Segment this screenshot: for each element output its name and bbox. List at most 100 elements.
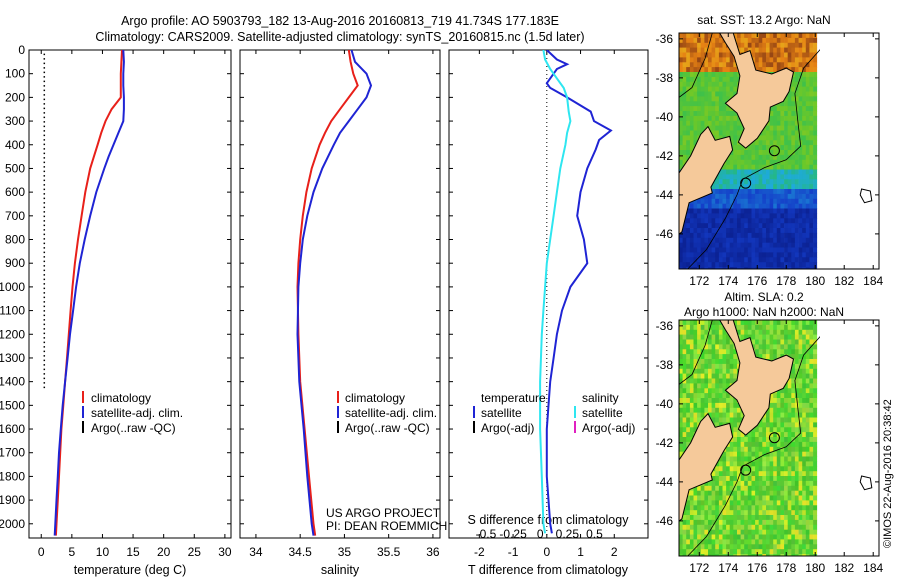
heatmap-cell (809, 179, 814, 185)
heatmap-cell (802, 354, 807, 360)
heatmap-cell (708, 86, 712, 92)
heatmap-cell (729, 378, 734, 384)
heatmap-cell (798, 324, 803, 331)
heatmap-cell (798, 115, 803, 122)
map-x-tick-label: 172 (689, 561, 709, 575)
heatmap-cell (751, 529, 756, 535)
heatmap-cell (718, 480, 723, 487)
heatmap-cell (787, 554, 792, 556)
heatmap-cell (722, 81, 727, 88)
heatmap-cell (787, 534, 792, 540)
heatmap-cell (794, 519, 799, 526)
heatmap-cell (689, 344, 694, 350)
heatmap-cell (708, 354, 712, 360)
heatmap-cell (776, 101, 781, 107)
heatmap-cell (794, 33, 799, 39)
heatmap-cell (729, 86, 734, 92)
heatmap-cell (733, 354, 738, 360)
heatmap-cell (737, 179, 741, 185)
heatmap-cell (729, 154, 734, 161)
heatmap-cell (762, 213, 767, 219)
heatmap-cell (766, 427, 770, 433)
heatmap-cell (682, 339, 687, 345)
heatmap-cell (718, 106, 723, 112)
heatmap-cell (794, 135, 799, 141)
heatmap-cell (700, 86, 705, 92)
heatmap-cell (682, 62, 687, 68)
heatmap-cell (747, 320, 752, 326)
heatmap-cell (700, 232, 705, 239)
heatmap-cell (769, 461, 774, 467)
heatmap-cell (711, 106, 716, 112)
heatmap-cell (722, 476, 727, 482)
heatmap-cell (794, 427, 799, 433)
heatmap-cell (722, 534, 727, 540)
heatmap-cell (751, 262, 756, 268)
heatmap-cell (697, 91, 702, 97)
heatmap-cell (798, 86, 803, 92)
heatmap-cell (722, 203, 727, 209)
heatmap-cell (704, 62, 709, 68)
heatmap-cell (679, 334, 683, 340)
heatmap-cell (740, 495, 745, 501)
heatmap-cell (809, 169, 814, 175)
heatmap-cell (802, 218, 807, 224)
heatmap-cell (733, 495, 738, 501)
heatmap-cell (813, 242, 818, 248)
heatmap-cell (704, 344, 709, 350)
heatmap-cell (766, 451, 770, 457)
heatmap-cell (751, 189, 756, 195)
heatmap-cell (813, 106, 818, 112)
heatmap-cell (744, 441, 749, 448)
heatmap-cell (776, 402, 781, 409)
heatmap-cell (802, 432, 807, 438)
salinity-x-ticks: 34 34.5 35 35.5 36 (249, 50, 440, 559)
heatmap-cell (802, 549, 807, 555)
heatmap-cell (708, 529, 712, 535)
heatmap-cell (700, 510, 705, 516)
heatmap-cell (766, 179, 770, 185)
heatmap-cell (784, 324, 789, 331)
heatmap-cell (682, 422, 687, 428)
legend-label-argo: Argo(..raw -QC) (345, 421, 430, 435)
heatmap-cell (682, 363, 687, 370)
heatmap-cell (704, 242, 709, 248)
heatmap-cell (766, 437, 770, 443)
heatmap-cell (802, 529, 807, 535)
heatmap-cell (794, 461, 799, 467)
heatmap-cell (740, 169, 745, 175)
heatmap-cell (693, 524, 698, 531)
heatmap-cell (766, 223, 770, 229)
heatmap-cell (718, 37, 723, 44)
heatmap-cell (711, 388, 716, 394)
heatmap-cell (708, 33, 712, 39)
heatmap-cell (802, 174, 807, 180)
heatmap-cell (740, 554, 745, 556)
heatmap-cell (708, 242, 712, 248)
heatmap-cell (805, 57, 810, 63)
heatmap-cell (718, 359, 723, 365)
temperature-x-ticks: 0 5 10 15 20 25 30 (38, 50, 232, 559)
series-line-0-0 (54, 50, 123, 536)
heatmap-cell (776, 125, 781, 131)
heatmap-cell (700, 111, 705, 117)
heatmap-cell (791, 81, 796, 88)
heatmap-cell (784, 539, 789, 545)
heatmap-cell (740, 320, 745, 326)
heatmap-cell (809, 57, 814, 63)
heatmap-cell (758, 549, 763, 555)
heatmap-cell (802, 37, 807, 44)
heatmap-cell (704, 320, 709, 326)
heatmap-cell (776, 349, 781, 355)
heatmap-cell (809, 529, 814, 535)
heatmap-cell (682, 544, 687, 550)
heatmap-cell (682, 344, 687, 350)
heatmap-cell (762, 539, 767, 545)
heatmap-cell (726, 208, 731, 214)
heatmap-cell (805, 184, 810, 190)
heatmap-cell (679, 534, 683, 540)
heatmap-cell (794, 363, 799, 370)
heatmap-cell (733, 257, 738, 263)
heatmap-cell (697, 534, 702, 540)
heatmap-cell (798, 383, 803, 389)
